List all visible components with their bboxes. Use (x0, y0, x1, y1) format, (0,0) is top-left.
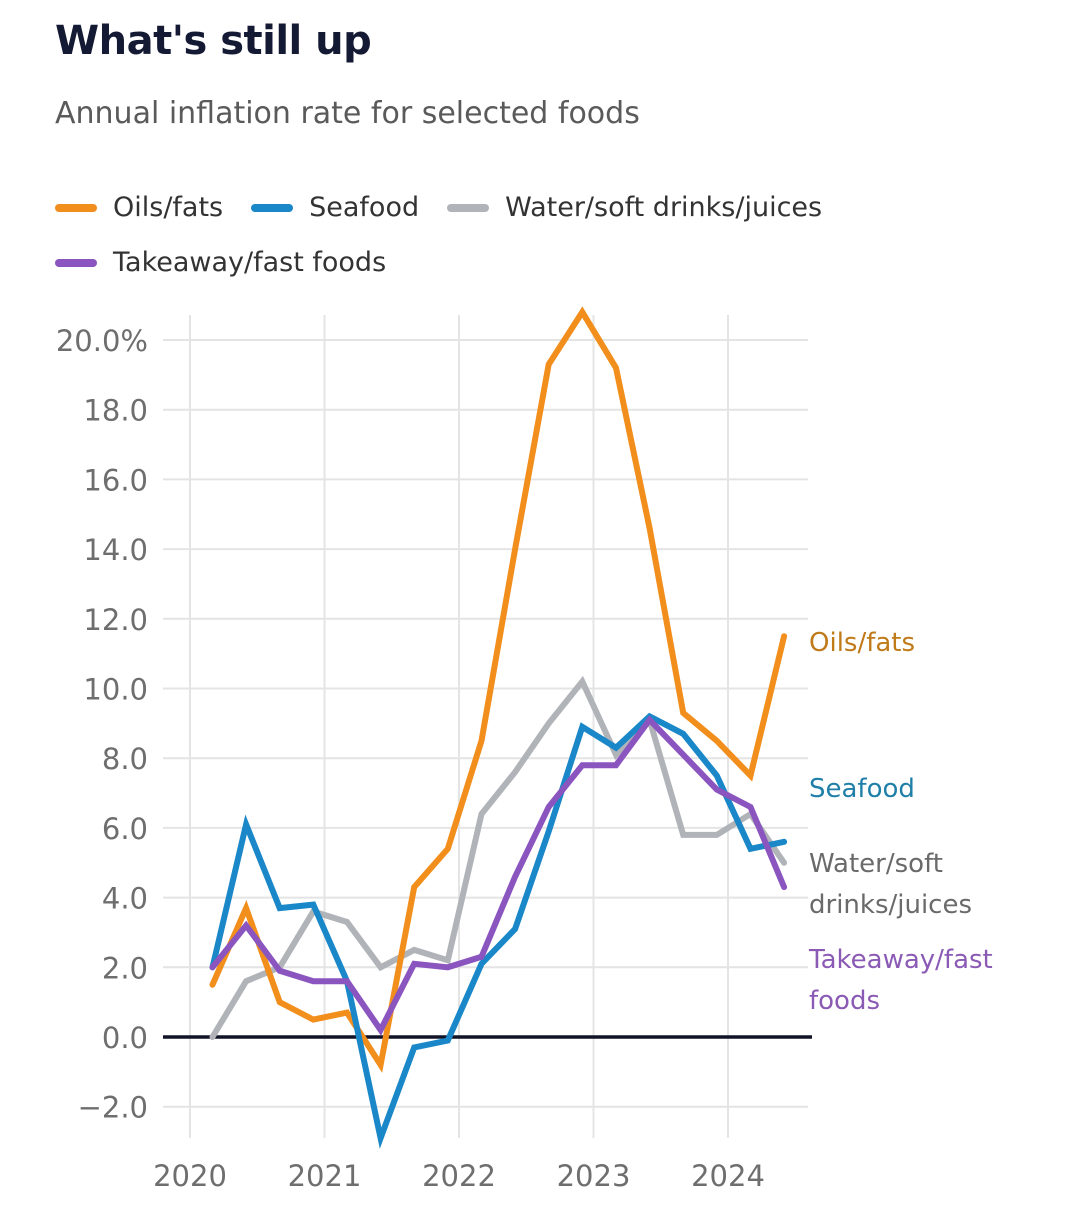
series-line-seafood (209, 712, 788, 1149)
y-gridlines (163, 339, 808, 1108)
y-tick-label: 16.0 (83, 463, 148, 497)
y-tick-label: 18.0 (83, 394, 148, 428)
end-label-line: drinks/juices (809, 890, 972, 920)
y-tick-label: 6.0 (102, 812, 148, 846)
y-tick-label: 8.0 (102, 742, 148, 776)
series-end-labels: Oils/fats Seafood Water/soft drinks/juices T… (808, 628, 993, 1016)
y-tick-label: 20.0% (56, 324, 148, 358)
end-label-line: foods (809, 986, 880, 1016)
y-tick-label: 14.0 (83, 533, 148, 567)
end-label-line: Oils/fats (809, 628, 915, 658)
y-tick-label: 4.0 (102, 882, 148, 916)
chart-subtitle: Annual inflation rate for selected foods (55, 96, 640, 131)
legend-label-oils-fats: Oils/fats (113, 192, 224, 223)
end-label-line: Takeaway/fast (808, 945, 993, 975)
legend-item-water-soft-drinks: Water/soft drinks/juices (447, 192, 822, 223)
x-tick-label: 2024 (691, 1159, 765, 1193)
series-lines (209, 306, 788, 1149)
end-label-water-soft-drinks-juices: Water/soft drinks/juices (809, 849, 972, 920)
legend-item-oils-fats: Oils/fats (55, 192, 223, 223)
series-line-water-soft-drinks-juices (209, 675, 788, 1040)
x-gridlines (189, 315, 729, 1138)
chart-title: What's still up (55, 18, 372, 64)
legend-swatch-seafood (251, 203, 294, 212)
y-tick-label: 2.0 (102, 951, 148, 985)
y-tick-label: 10.0 (83, 673, 148, 707)
end-label-seafood: Seafood (809, 774, 915, 804)
y-tick-label: 12.0 (83, 603, 148, 637)
legend-label-seafood: Seafood (309, 192, 420, 223)
legend-item-seafood: Seafood (251, 192, 419, 223)
x-axis-tick-labels: 2020 2021 2022 2023 2024 (153, 1159, 765, 1193)
legend-row-2: Takeaway/fast foods (55, 235, 875, 290)
y-tick-label: −2.0 (78, 1091, 148, 1125)
legend-row-1: Oils/fats Seafood Water/soft drinks/juic… (55, 180, 875, 235)
chart-legend: Oils/fats Seafood Water/soft drinks/juic… (55, 180, 875, 290)
legend-swatch-water-soft-drinks (447, 203, 490, 212)
x-tick-label: 2023 (557, 1159, 631, 1193)
legend-item-takeaway: Takeaway/fast foods (55, 247, 386, 278)
series-line-oils-fats (209, 306, 788, 1073)
legend-label-takeaway: Takeaway/fast foods (113, 247, 387, 278)
x-tick-label: 2022 (422, 1159, 496, 1193)
end-label-takeaway-fast-foods: Takeaway/fast foods (808, 945, 993, 1016)
legend-swatch-oils-fats (55, 203, 97, 212)
y-axis-tick-labels: −2.0 0.0 2.0 4.0 6.0 8.0 10.0 12.0 14.0 16.0 18.0 2… (56, 324, 148, 1125)
legend-label-water-soft-drinks: Water/soft drinks/juices (505, 192, 823, 223)
legend-swatch-takeaway (55, 258, 97, 267)
x-tick-label: 2021 (288, 1159, 362, 1193)
end-label-line: Seafood (809, 774, 915, 804)
end-label-oils-fats: Oils/fats (809, 628, 915, 658)
x-tick-label: 2020 (153, 1159, 227, 1193)
series-line-takeaway-fast-foods (209, 715, 788, 1036)
end-label-line: Water/soft (809, 849, 943, 879)
y-tick-label: 0.0 (102, 1021, 148, 1055)
